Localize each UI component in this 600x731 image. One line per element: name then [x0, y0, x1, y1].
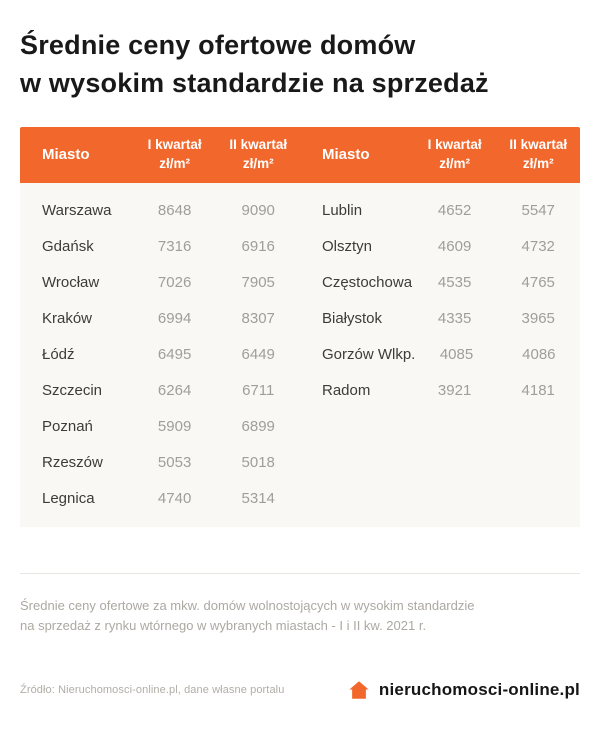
city-cell: Częstochowa — [322, 274, 413, 292]
page-title-line1: Średnie ceny ofertowe domów — [20, 30, 416, 60]
q1-cell: 4740 — [157, 490, 192, 508]
table-header-left: Miasto I kwartał zł/m² II kwartał zł/m² — [20, 127, 300, 183]
table-column-left: Warszawa 8648 9090 Gdańsk 7316 6916 Wroc… — [20, 193, 300, 517]
city-cell: Gdańsk — [42, 238, 94, 256]
q1-cell: 4652 — [437, 202, 472, 220]
header-q1-left: I kwartał zł/m² — [147, 137, 202, 171]
table-row: Częstochowa 4535 4765 — [300, 265, 580, 301]
city-cell: Kraków — [42, 310, 93, 328]
city-cell: Lublin — [322, 202, 363, 220]
footnote: Średnie ceny ofertowe za mkw. domów woln… — [20, 596, 580, 638]
q1-cell: 4535 — [437, 274, 472, 292]
q2-cell: 4086 — [522, 346, 556, 364]
q1-cell: 6994 — [157, 310, 192, 328]
table-row: Wrocław 7026 7905 — [20, 265, 300, 301]
header-q2-left: II kwartał zł/m² — [229, 137, 288, 171]
q1-cell: 5053 — [157, 454, 192, 472]
city-cell: Warszawa — [42, 202, 112, 220]
table-row: Olsztyn 4609 4732 — [300, 229, 580, 265]
city-cell: Legnica — [42, 490, 95, 508]
footer-bar: Źródło: Nieruchomosci-online.pl, dane wł… — [20, 679, 580, 701]
q1-cell: 6495 — [157, 346, 192, 364]
q2-cell: 4181 — [521, 382, 555, 400]
footnote-line1: Średnie ceny ofertowe za mkw. domów woln… — [20, 597, 475, 613]
table-body: Warszawa 8648 9090 Gdańsk 7316 6916 Wroc… — [20, 183, 580, 517]
q1-cell: 3921 — [437, 382, 472, 400]
table-row: Warszawa 8648 9090 — [20, 193, 300, 229]
table-header-right: Miasto I kwartał zł/m² II kwartał zł/m² — [300, 127, 580, 183]
table-row: Rzeszów 5053 5018 — [20, 445, 300, 481]
header-city-left: Miasto — [42, 146, 90, 164]
brand-logo: nieruchomosci-online.pl — [348, 679, 580, 701]
footnote-line2: na sprzedaż z rynku wtórnego w wybranych… — [20, 618, 427, 634]
city-cell: Olsztyn — [322, 238, 373, 256]
q2-cell: 6449 — [241, 346, 275, 364]
q2-cell: 9090 — [241, 202, 275, 220]
q2-cell: 6711 — [242, 382, 275, 400]
city-cell: Poznań — [42, 418, 93, 436]
q1-cell: 8648 — [157, 202, 192, 220]
city-cell: Szczecin — [42, 382, 103, 400]
table-column-right: Lublin 4652 5547 Olsztyn 4609 4732 Częst… — [300, 193, 580, 409]
q1-cell: 7316 — [157, 238, 192, 256]
q1-cell: 4085 — [439, 346, 474, 364]
q1-cell: 4609 — [437, 238, 472, 256]
table-row: Szczecin 6264 6711 — [20, 373, 300, 409]
header-city-right: Miasto — [322, 146, 370, 164]
table-row: Legnica 4740 5314 — [20, 481, 300, 517]
city-cell: Łódź — [42, 346, 75, 364]
table-row: Radom 3921 4181 — [300, 373, 580, 409]
table-row: Kraków 6994 8307 — [20, 301, 300, 337]
city-cell: Rzeszów — [42, 454, 103, 472]
city-cell: Wrocław — [42, 274, 100, 292]
q2-cell: 4732 — [521, 238, 555, 256]
city-cell: Gorzów Wlkp. — [322, 346, 416, 364]
table-row: Białystok 4335 3965 — [300, 301, 580, 337]
divider — [20, 572, 580, 574]
header-q1-right: I kwartał zł/m² — [427, 137, 482, 171]
city-cell: Białystok — [322, 310, 383, 328]
table-row: Gdańsk 7316 6916 — [20, 229, 300, 265]
price-table: Miasto I kwartał zł/m² II kwartał zł/m² Mi… — [20, 126, 580, 527]
page-title-line2: w wysokim standardzie na sprzedaż — [20, 68, 489, 99]
q1-cell: 5909 — [157, 418, 192, 436]
table-row: Łódź 6495 6449 — [20, 337, 300, 373]
q2-cell: 3965 — [521, 310, 555, 328]
q2-cell: 6899 — [241, 418, 275, 436]
q1-cell: 6264 — [157, 382, 192, 400]
table-row: Lublin 4652 5547 — [300, 193, 580, 229]
q2-cell: 5018 — [241, 454, 275, 472]
table-row: Poznań 5909 6899 — [20, 409, 300, 445]
q2-cell: 5314 — [241, 490, 275, 508]
house-icon — [348, 679, 370, 701]
q2-cell: 8307 — [241, 310, 275, 328]
q2-cell: 4765 — [521, 274, 555, 292]
page-title: Średnie ceny ofertowe domów w wysokim sta… — [20, 26, 580, 103]
source-text: Źródło: Nieruchomosci-online.pl, dane wł… — [20, 684, 285, 697]
q2-cell: 6916 — [241, 238, 275, 256]
q2-cell: 7905 — [241, 274, 275, 292]
table-header: Miasto I kwartał zł/m² II kwartał zł/m² Mi… — [20, 126, 580, 183]
q1-cell: 4335 — [437, 310, 472, 328]
q1-cell: 7026 — [157, 274, 192, 292]
city-cell: Radom — [322, 382, 371, 400]
q2-cell: 5547 — [521, 202, 555, 220]
header-q2-right: II kwartał zł/m² — [509, 137, 568, 171]
logo-text: nieruchomosci-online.pl — [378, 680, 580, 700]
table-row: Gorzów Wlkp. 4085 4086 — [300, 337, 580, 373]
